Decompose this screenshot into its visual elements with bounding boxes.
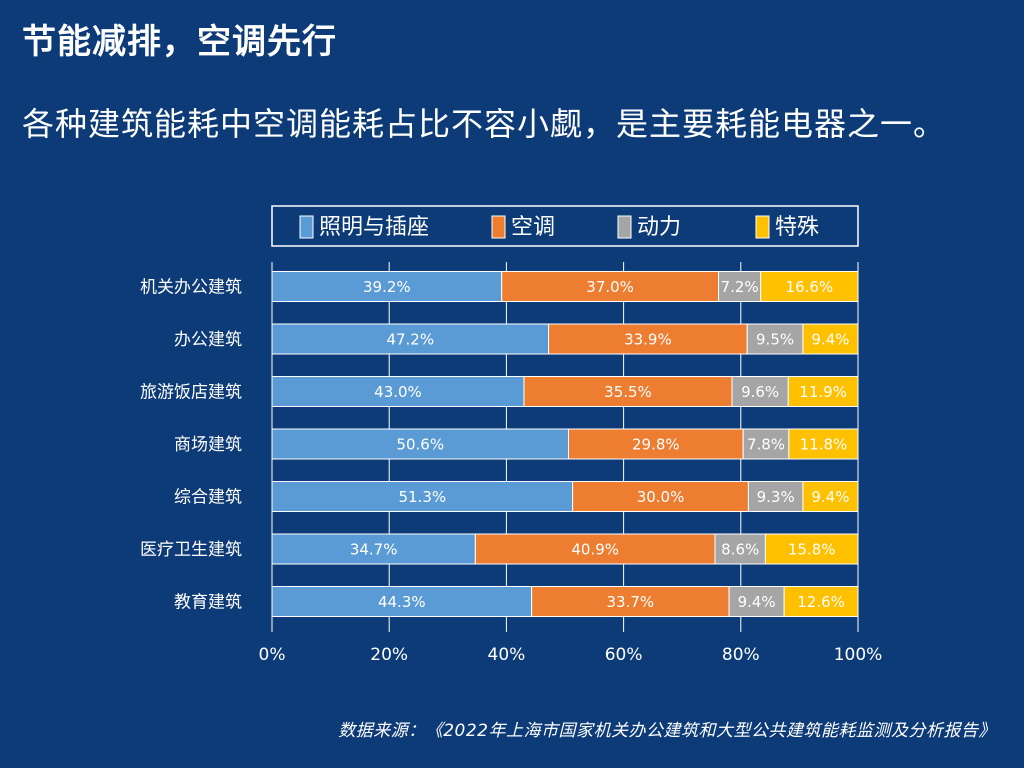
category-label: 教育建筑 (174, 593, 242, 613)
x-tick-label: 20% (370, 645, 408, 665)
legend-swatch (299, 215, 314, 239)
bar-segment (802, 481, 859, 512)
data-label: 35.5% (604, 383, 652, 401)
page-subtitle: 各种建筑能耗中空调能耗占比不容小觑，是主要耗能电器之一。 (22, 105, 947, 143)
data-label: 44.3% (378, 593, 426, 611)
category-label: 办公建筑 (174, 330, 242, 350)
bar-segment (802, 323, 859, 355)
bar-segment (718, 271, 762, 302)
page-title: 节能减排，空调先行 (22, 22, 337, 62)
legend-swatch (755, 215, 770, 239)
data-label: 7.2% (721, 278, 759, 296)
x-tick-label: 0% (259, 645, 286, 665)
data-label: 40.9% (571, 541, 619, 559)
bar-segment (742, 428, 790, 460)
legend-label: 照明与插座 (319, 215, 429, 240)
bar-segment (523, 376, 733, 407)
data-label: 37.0% (586, 278, 634, 296)
bar-segment (731, 376, 789, 407)
data-label: 29.8% (632, 436, 680, 454)
bar-segment (501, 271, 720, 302)
data-label: 33.7% (607, 593, 655, 611)
data-label: 33.9% (624, 331, 672, 349)
data-label: 11.8% (800, 436, 848, 454)
bar-segment (746, 323, 804, 355)
bar-segment (271, 533, 476, 565)
data-label: 39.2% (363, 278, 411, 296)
bar-segment (271, 428, 570, 460)
data-label: 9.4% (811, 488, 849, 506)
category-label: 机关办公建筑 (140, 278, 242, 298)
data-label: 8.6% (721, 541, 759, 559)
x-tick-label: 40% (488, 645, 526, 665)
bar-segment (548, 323, 748, 355)
bar-segment (728, 586, 785, 617)
bar-segment (764, 533, 859, 565)
data-label: 30.0% (637, 488, 685, 506)
data-source-note: 数据来源：《2022年上海市国家机关办公建筑和大型公共建筑能耗监测及分析报告》 (338, 721, 996, 741)
bar-segment (271, 481, 574, 512)
legend-label: 空调 (511, 215, 555, 240)
data-label: 50.6% (396, 436, 444, 454)
bar-segment (572, 481, 749, 512)
category-label: 旅游饭店建筑 (140, 383, 242, 403)
data-label: 34.7% (350, 541, 398, 559)
stacked-bar-chart: 机关办公建筑 39.2% 37.0% 7.2% 16.6% 办公建筑 47.2% 33.9% 9… (140, 205, 883, 665)
category-label: 综合建筑 (174, 488, 242, 508)
x-tick-label: 80% (722, 645, 760, 665)
bar-segment (760, 271, 859, 302)
data-label: 9.6% (741, 383, 779, 401)
data-label: 11.9% (799, 383, 847, 401)
data-label: 16.6% (786, 278, 834, 296)
legend-box (271, 205, 859, 247)
data-label: 9.4% (738, 593, 776, 611)
bar-segment (531, 586, 730, 617)
data-label: 9.5% (756, 331, 794, 349)
x-tick-label: 100% (834, 645, 883, 665)
legend-label: 动力 (637, 215, 681, 240)
legend-swatch (491, 215, 506, 239)
bar-segment (568, 428, 744, 460)
data-label: 9.3% (757, 488, 795, 506)
data-label: 51.3% (398, 488, 446, 506)
legend-swatch (617, 215, 632, 239)
x-tick-label: 60% (605, 645, 643, 665)
data-label: 7.8% (747, 436, 785, 454)
category-label: 商场建筑 (174, 435, 242, 455)
bar-segment (787, 376, 859, 407)
bar-segment (271, 376, 525, 407)
bar-segment (271, 271, 503, 302)
category-label: 医疗卫生建筑 (140, 540, 242, 560)
bar-segment (271, 323, 550, 355)
bar-segment (783, 586, 859, 617)
bar-segment (788, 428, 859, 460)
bar-segment (474, 533, 716, 565)
data-label: 9.4% (811, 331, 849, 349)
legend-label: 特殊 (775, 215, 819, 240)
data-label: 43.0% (374, 383, 422, 401)
data-label: 15.8% (788, 541, 836, 559)
data-label: 12.6% (797, 593, 845, 611)
data-label: 47.2% (386, 331, 434, 349)
